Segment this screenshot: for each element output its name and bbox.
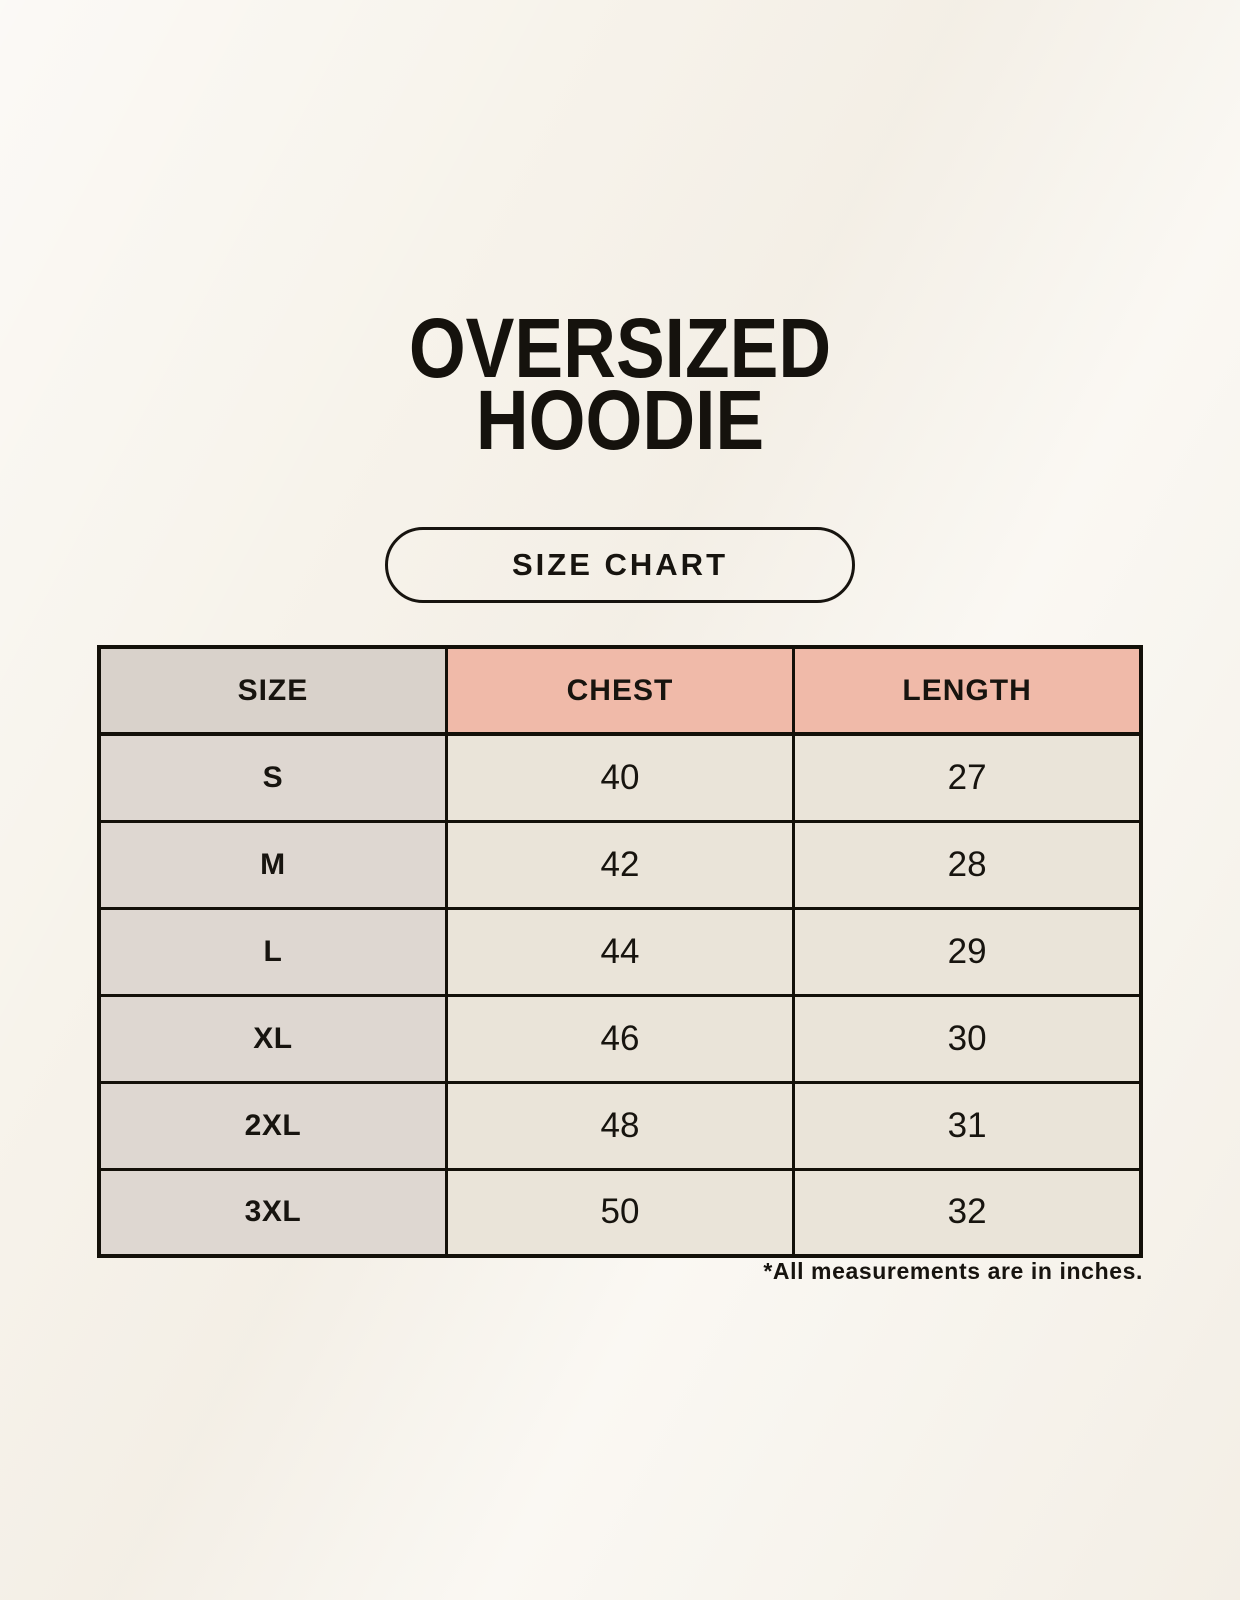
page-title-line1: OVERSIZED <box>408 301 832 395</box>
size-chart-table: SIZE CHEST LENGTH S 40 27 M 42 28 L 44 29 XL 46 30 2… <box>97 645 1143 1258</box>
table-row: S 40 27 <box>97 732 1143 823</box>
page-title-line2: HOODIE <box>475 373 765 467</box>
column-header-length: LENGTH <box>792 645 1143 736</box>
length-cell: 29 <box>792 906 1143 997</box>
chest-cell: 42 <box>444 819 796 910</box>
table-row: L 44 29 <box>97 906 1143 997</box>
size-cell: 2XL <box>97 1080 448 1171</box>
size-cell: M <box>97 819 448 910</box>
column-header-chest: CHEST <box>444 645 796 736</box>
length-cell: 30 <box>792 993 1143 1084</box>
table-row: 3XL 50 32 <box>97 1167 1143 1258</box>
table-body: S 40 27 M 42 28 L 44 29 XL 46 30 2XL 48 31 3XL 50 32 <box>97 732 1143 1258</box>
table-header-row: SIZE CHEST LENGTH <box>97 645 1143 736</box>
size-cell: S <box>97 732 448 823</box>
length-cell: 28 <box>792 819 1143 910</box>
chest-cell: 40 <box>444 732 796 823</box>
length-cell: 27 <box>792 732 1143 823</box>
size-cell: L <box>97 906 448 997</box>
chest-cell: 50 <box>444 1167 796 1258</box>
table-row: 2XL 48 31 <box>97 1080 1143 1171</box>
size-cell: 3XL <box>97 1167 448 1258</box>
size-cell: XL <box>97 993 448 1084</box>
chest-cell: 46 <box>444 993 796 1084</box>
table-row: M 42 28 <box>97 819 1143 910</box>
table-row: XL 46 30 <box>97 993 1143 1084</box>
chest-cell: 44 <box>444 906 796 997</box>
size-chart-pill: SIZE CHART <box>385 527 855 603</box>
column-header-size: SIZE <box>97 645 448 736</box>
page-title: OVERSIZED HOODIE <box>0 301 1240 467</box>
length-cell: 32 <box>792 1167 1143 1258</box>
length-cell: 31 <box>792 1080 1143 1171</box>
table-header: SIZE CHEST LENGTH <box>97 645 1143 736</box>
size-chart-pill-label: SIZE CHART <box>512 547 728 582</box>
measurements-footnote: *All measurements are in inches. <box>763 1258 1143 1284</box>
chest-cell: 48 <box>444 1080 796 1171</box>
